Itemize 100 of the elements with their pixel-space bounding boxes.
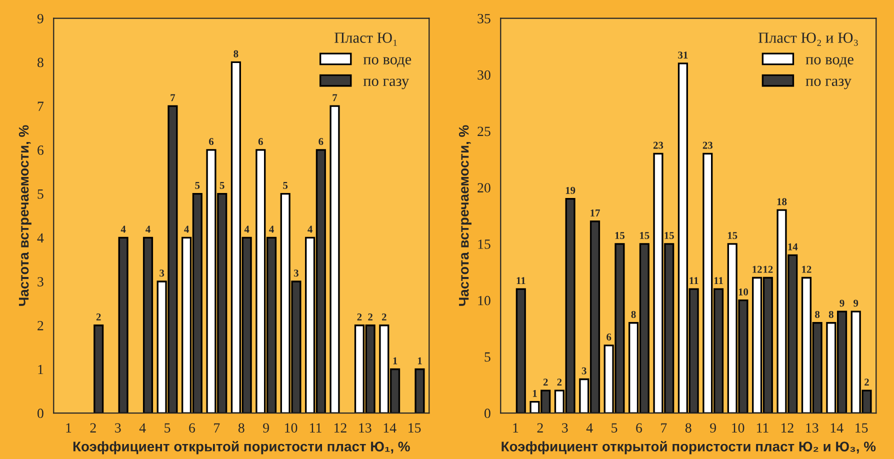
y-tick-label: 6 [38,146,44,155]
bar [330,105,340,414]
y-tick-label: 1 [38,364,44,374]
data-label: 12 [764,266,773,273]
y-tick-label: 30 [478,70,490,80]
x-tick-label: 13 [359,423,372,433]
y-tick-label: 5 [38,190,44,199]
data-label: 23 [653,142,664,149]
x-tick-label: 9 [710,423,716,433]
data-label: 3 [160,270,164,277]
data-label: 11 [516,277,526,284]
y-tick-label: 20 [478,183,490,192]
data-label: 7 [332,94,338,102]
data-label: 6 [258,138,263,146]
data-label: 3 [582,367,586,374]
x-tick-label: 9 [263,423,269,433]
data-label: 10 [738,288,748,296]
data-label: 8 [815,310,820,318]
data-label: 5 [283,182,288,189]
data-label: 15 [640,232,650,240]
legend-label: по воде [363,57,412,68]
data-label: 12 [752,266,762,273]
x-tick-label: 13 [806,423,818,433]
data-label: 2 [382,313,386,320]
x-tick-label: 3 [115,423,121,433]
data-label: 2 [864,378,869,386]
y-tick-label: 0 [484,408,490,418]
legend-label: по газу [363,78,410,90]
x-tick-label: 10 [285,423,298,433]
data-label: 19 [566,186,576,194]
data-label: 2 [96,313,101,320]
data-label: 2 [368,313,372,320]
data-label: 15 [728,232,738,240]
y-tick-label: 9 [37,14,44,24]
data-label: 31 [678,52,688,59]
data-label: 4 [120,226,126,233]
legend-title: Пласт Ю₂ и Ю₃ [758,32,858,46]
x-tick-label: 1 [513,423,518,432]
x-tick-label: 12 [334,423,346,432]
data-label: 4 [244,226,250,233]
bar [94,324,104,414]
data-label: 6 [208,138,214,146]
data-label: 4 [146,226,150,233]
x-axis-title: Коэффициент открытой пористости пласт Ю₂ и Ю₃, % [502,440,876,454]
x-tick-label: 2 [90,423,96,432]
data-label: 7 [170,94,176,102]
x-tick-label: 11 [757,423,768,432]
legend-label: по воде [806,57,854,68]
x-tick-label: 12 [781,423,794,432]
data-label: 1 [418,357,422,364]
data-label: 1 [393,357,398,364]
y-axis-title: Частота встречаемости, % [458,125,472,306]
y-tick-label: 25 [478,126,490,136]
y-tick-label: 35 [478,14,490,24]
data-label: 9 [854,300,858,307]
x-tick-label: 1 [66,423,72,432]
bar [414,368,425,414]
data-label: 15 [615,232,625,240]
data-label: 17 [590,209,600,216]
x-tick-label: 2 [537,423,543,432]
x-tick-label: 11 [310,423,322,432]
data-label: 8 [828,310,834,318]
data-label: 15 [664,232,674,240]
data-label: 5 [220,182,224,189]
x-tick-label: 14 [830,423,844,432]
x-axis-title: Коэффициент открытой пористости пласт Ю₁, % [73,440,410,454]
y-tick-label: 8 [38,58,44,68]
legend-label: по газу [806,78,852,90]
data-label: 8 [631,310,636,318]
data-label: 14 [788,243,798,250]
data-label: 3 [294,270,298,277]
x-tick-label: 6 [636,423,642,433]
data-label: 1 [532,390,537,397]
data-label: 23 [702,142,712,149]
x-tick-label: 15 [408,423,421,433]
x-tick-label: 14 [384,423,396,432]
data-label: 12 [802,266,812,273]
bar [118,236,128,414]
y-tick-label: 3 [38,277,44,286]
data-label: 6 [606,334,612,341]
y-tick-label: 15 [478,240,490,249]
x-tick-label: 3 [562,423,568,433]
y-tick-label: 0 [38,408,44,418]
x-tick-label: 10 [732,423,744,433]
data-label: 11 [714,277,723,284]
data-label: 4 [184,226,189,233]
x-tick-label: 5 [164,423,170,433]
y-tick-label: 5 [484,352,490,362]
data-label: 2 [557,378,562,386]
data-label: 9 [840,300,844,307]
x-tick-label: 4 [586,423,593,432]
y-tick-label: 4 [37,233,44,242]
data-label: 4 [269,226,274,233]
data-label: 4 [308,226,312,233]
data-label: 2 [357,313,362,320]
bar [142,236,154,414]
x-tick-label: 7 [661,423,667,432]
y-tick-label: 2 [38,321,44,330]
bar [516,288,526,414]
data-label: 8 [234,50,238,58]
